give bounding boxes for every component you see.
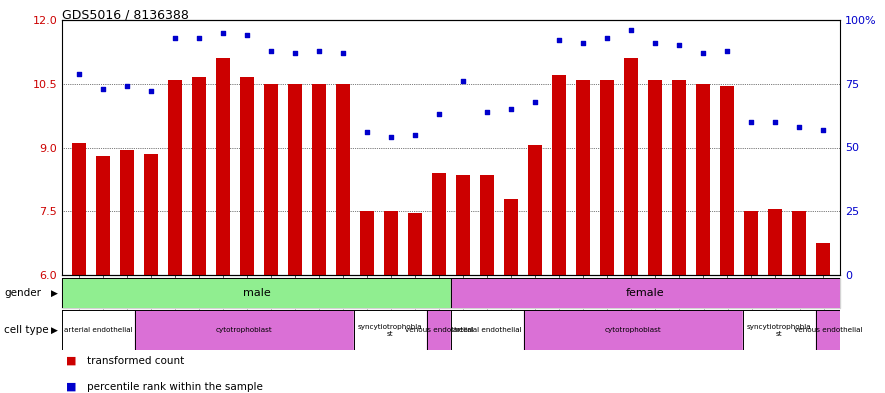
Point bbox=[96, 86, 110, 92]
Bar bbox=[312, 84, 327, 275]
Point bbox=[119, 83, 134, 90]
Bar bbox=[432, 173, 446, 275]
Bar bbox=[816, 310, 840, 350]
Bar bbox=[696, 84, 711, 275]
Bar bbox=[354, 310, 427, 350]
Text: syncytiotrophobla
st: syncytiotrophobla st bbox=[358, 323, 422, 336]
Point bbox=[143, 88, 158, 95]
Bar bbox=[456, 175, 470, 275]
Bar bbox=[167, 79, 182, 275]
Bar bbox=[576, 79, 590, 275]
Point bbox=[744, 119, 758, 125]
Point bbox=[600, 35, 614, 41]
Point bbox=[576, 40, 590, 46]
Text: female: female bbox=[627, 288, 665, 298]
Bar bbox=[672, 79, 687, 275]
Bar bbox=[264, 84, 278, 275]
Bar bbox=[408, 213, 422, 275]
Point bbox=[648, 40, 662, 46]
Point bbox=[624, 27, 638, 33]
Point bbox=[720, 48, 735, 54]
Point bbox=[480, 108, 494, 115]
Text: arterial endothelial: arterial endothelial bbox=[453, 327, 522, 333]
Point bbox=[312, 48, 326, 54]
Point bbox=[768, 119, 782, 125]
Point bbox=[696, 50, 710, 56]
Point bbox=[264, 48, 278, 54]
Bar bbox=[527, 145, 543, 275]
Point bbox=[72, 70, 86, 77]
Point bbox=[288, 50, 302, 56]
Text: male: male bbox=[242, 288, 271, 298]
Bar bbox=[552, 75, 566, 275]
Bar bbox=[335, 84, 350, 275]
Point bbox=[504, 106, 518, 112]
Bar bbox=[624, 58, 638, 275]
Text: cytotrophoblast: cytotrophoblast bbox=[216, 327, 273, 333]
Text: GDS5016 / 8136388: GDS5016 / 8136388 bbox=[62, 8, 189, 21]
Bar bbox=[504, 198, 519, 275]
Point bbox=[672, 42, 686, 49]
Point bbox=[360, 129, 374, 135]
Point bbox=[168, 35, 182, 41]
Text: syncytiotrophobla
st: syncytiotrophobla st bbox=[747, 323, 812, 336]
Bar bbox=[648, 79, 662, 275]
Bar bbox=[192, 77, 206, 275]
Bar bbox=[427, 310, 451, 350]
Point bbox=[240, 32, 254, 39]
Text: gender: gender bbox=[4, 288, 42, 298]
Text: arterial endothelial: arterial endothelial bbox=[64, 327, 133, 333]
Bar bbox=[600, 79, 614, 275]
Bar bbox=[62, 278, 451, 308]
Text: cytotrophoblast: cytotrophoblast bbox=[605, 327, 662, 333]
Text: ■: ■ bbox=[66, 356, 77, 366]
Text: ▶: ▶ bbox=[51, 288, 58, 298]
Text: ■: ■ bbox=[66, 382, 77, 391]
Text: ▶: ▶ bbox=[51, 325, 58, 334]
Text: transformed count: transformed count bbox=[87, 356, 184, 366]
Text: venous endothelial: venous endothelial bbox=[794, 327, 862, 333]
Bar bbox=[720, 86, 735, 275]
Point bbox=[336, 50, 350, 56]
Text: venous endothelial: venous endothelial bbox=[404, 327, 473, 333]
Point bbox=[216, 29, 230, 36]
Bar bbox=[451, 278, 840, 308]
Bar bbox=[743, 310, 816, 350]
Bar bbox=[72, 143, 86, 275]
Bar bbox=[384, 211, 398, 275]
Bar bbox=[451, 310, 524, 350]
Bar bbox=[480, 175, 494, 275]
Point bbox=[528, 99, 543, 105]
Bar bbox=[135, 310, 354, 350]
Point bbox=[384, 134, 398, 140]
Bar bbox=[360, 211, 374, 275]
Bar bbox=[744, 211, 758, 275]
Point bbox=[456, 78, 470, 84]
Bar bbox=[816, 243, 830, 275]
Point bbox=[432, 111, 446, 118]
Point bbox=[408, 132, 422, 138]
Bar bbox=[240, 77, 254, 275]
Bar bbox=[768, 209, 782, 275]
Bar bbox=[524, 310, 743, 350]
Bar bbox=[62, 310, 135, 350]
Bar bbox=[96, 156, 110, 275]
Bar bbox=[216, 58, 230, 275]
Point bbox=[816, 127, 830, 133]
Point bbox=[192, 35, 206, 41]
Bar bbox=[792, 211, 806, 275]
Bar bbox=[288, 84, 302, 275]
Bar bbox=[143, 154, 158, 275]
Point bbox=[552, 37, 566, 44]
Text: percentile rank within the sample: percentile rank within the sample bbox=[87, 382, 263, 391]
Bar bbox=[119, 150, 134, 275]
Text: cell type: cell type bbox=[4, 325, 49, 335]
Point bbox=[792, 124, 806, 130]
